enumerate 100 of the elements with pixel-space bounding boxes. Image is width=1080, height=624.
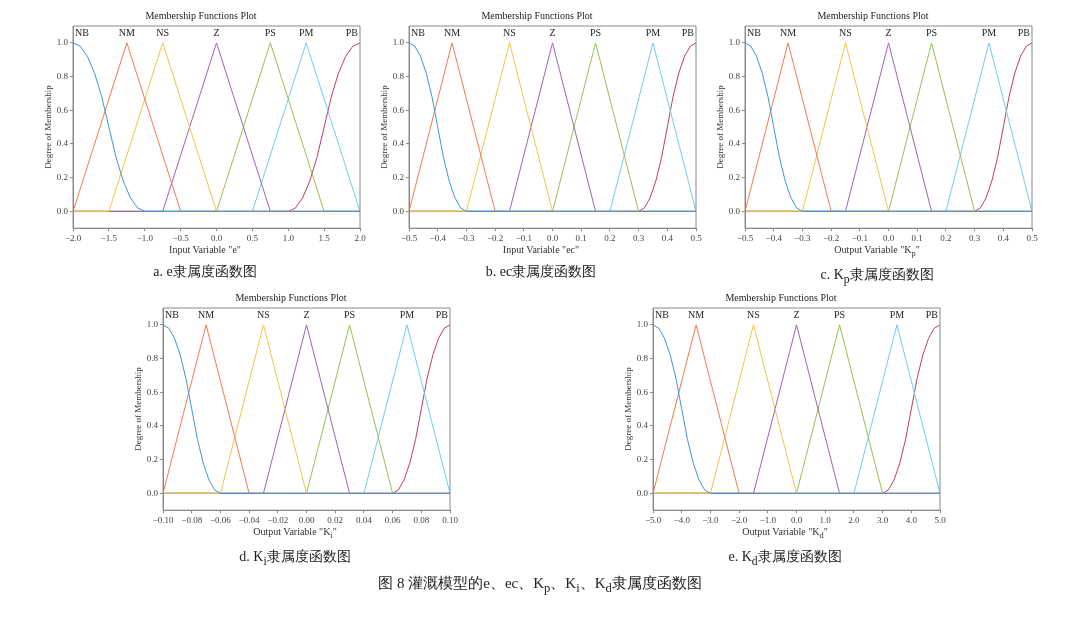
y-tick-label: 0.4 <box>728 138 741 149</box>
x-tick-label: −0.4 <box>429 232 447 243</box>
y-tick-label: 1.0 <box>56 37 69 48</box>
y-tick-label: 0.4 <box>146 420 159 431</box>
series-label: PB <box>435 309 449 321</box>
x-tick-label: −0.5 <box>736 232 754 243</box>
x-tick-label: −2.0 <box>730 514 748 525</box>
series-label: Z <box>793 309 800 321</box>
x-tick-label: −0.1 <box>851 232 868 243</box>
y-tick-label: 0.8 <box>392 70 405 81</box>
series-label: PB <box>345 27 359 39</box>
x-axis-title: Input Variable "e" <box>169 244 241 255</box>
series-label: NM <box>780 27 797 39</box>
y-tick-label: 0.4 <box>636 420 649 431</box>
x-tick-label: −0.10 <box>152 514 174 525</box>
series-label: Z <box>213 27 220 39</box>
series-label: Z <box>549 27 556 39</box>
x-tick-label: −0.3 <box>794 232 812 243</box>
x-tick-label: 0.2 <box>604 232 616 243</box>
series-label: NB <box>411 27 426 39</box>
y-axis-title: Degree of Membership <box>714 84 725 169</box>
x-tick-label: −5.0 <box>644 514 662 525</box>
x-tick-label: −4.0 <box>673 514 691 525</box>
series-label: NM <box>688 309 705 321</box>
x-tick-label: −0.2 <box>822 232 840 243</box>
x-tick-label: 0.02 <box>327 514 344 525</box>
x-tick-label: 0.0 <box>882 232 895 243</box>
y-tick-label: 0.0 <box>728 205 741 216</box>
series-label: PB <box>1017 27 1031 39</box>
chart-title: Membership Functions Plot <box>817 9 929 21</box>
y-tick-label: 0.6 <box>392 104 405 115</box>
y-tick-label: 1.0 <box>728 37 741 48</box>
x-tick-label: 1.0 <box>282 232 295 243</box>
series-label: PB <box>681 27 695 39</box>
series-label: NB <box>75 27 90 39</box>
x-tick-label: −0.2 <box>486 232 504 243</box>
y-tick-label: 1.0 <box>392 37 405 48</box>
x-tick-label: 0.0 <box>546 232 559 243</box>
x-tick-label: 5.0 <box>934 514 947 525</box>
y-tick-label: 0.2 <box>728 172 741 183</box>
series-label: PS <box>926 27 938 39</box>
x-tick-label: −0.06 <box>210 514 232 525</box>
series-label: NB <box>747 27 762 39</box>
y-tick-label: 0.6 <box>728 104 741 115</box>
series-label: NM <box>118 27 136 39</box>
x-tick-label: 0.0 <box>790 514 803 525</box>
x-tick-label: −0.08 <box>181 514 203 525</box>
x-tick-label: 0.4 <box>661 232 674 243</box>
x-tick-label: −1.0 <box>759 514 777 525</box>
x-tick-label: 0.1 <box>575 232 587 243</box>
x-tick-label: 0.00 <box>298 514 315 525</box>
y-tick-label: 0.0 <box>146 487 159 498</box>
caption: 图 8 灌溉模型的e、ec、K$_{p}$、K$_{i}$、K$_{d}$隶属度函数图 <box>377 573 703 596</box>
x-tick-label: 3.0 <box>876 514 889 525</box>
x-tick-label: 0.08 <box>413 514 430 525</box>
y-axis-title: Degree of Membership <box>378 84 389 169</box>
x-axis-title: Input Variable "ec" <box>502 244 580 255</box>
series-label: NM <box>198 309 215 321</box>
x-tick-label: 2.0 <box>354 232 367 243</box>
x-tick-label: 0.5 <box>246 232 259 243</box>
x-tick-label: 0.3 <box>968 232 981 243</box>
x-axis-title: Output Variable "K$_{d}$" <box>742 525 828 540</box>
y-tick-label: 0.2 <box>56 172 69 183</box>
x-tick-label: −0.3 <box>458 232 476 243</box>
series-label: NS <box>257 309 270 321</box>
y-tick-label: 0.6 <box>146 386 159 397</box>
x-tick-label: 0.06 <box>384 514 401 525</box>
series-label: NS <box>839 27 852 39</box>
series-label: PM <box>298 27 314 39</box>
x-tick-label: 0.0 <box>210 232 223 243</box>
series-label: Z <box>885 27 892 39</box>
y-tick-label: 1.0 <box>636 319 649 330</box>
chart-title: Membership Functions Plot <box>481 9 593 21</box>
chart-title: Membership Functions Plot <box>145 9 257 21</box>
y-axis-title: Degree of Membership <box>132 366 143 451</box>
series-label: NM <box>444 27 461 39</box>
y-tick-label: 0.0 <box>56 205 69 216</box>
x-tick-label: −3.0 <box>702 514 720 525</box>
x-tick-label: −2.0 <box>64 232 82 243</box>
x-tick-label: 0.5 <box>690 232 703 243</box>
y-tick-label: 0.6 <box>56 104 69 115</box>
x-tick-label: 0.5 <box>1026 232 1039 243</box>
x-tick-label: −1.0 <box>136 232 154 243</box>
series-label: PS <box>590 27 602 39</box>
series-label: PS <box>264 27 276 39</box>
x-tick-label: 0.4 <box>997 232 1010 243</box>
y-tick-label: 0.0 <box>392 205 405 216</box>
series-label: NS <box>747 309 760 321</box>
x-tick-label: 4.0 <box>905 514 918 525</box>
series-label: PS <box>344 309 356 321</box>
series-label: NB <box>165 309 180 321</box>
text: c. K$_{p}$隶属度函数图 <box>820 266 934 286</box>
y-tick-label: 0.0 <box>636 487 649 498</box>
chart-title: Membership Functions Plot <box>235 291 347 303</box>
x-tick-label: −0.1 <box>515 232 532 243</box>
x-tick-label: −0.4 <box>765 232 783 243</box>
x-tick-label: 1.5 <box>318 232 331 243</box>
y-tick-label: 0.8 <box>146 352 159 363</box>
y-tick-label: 0.8 <box>728 70 741 81</box>
x-tick-label: 0.1 <box>911 232 923 243</box>
